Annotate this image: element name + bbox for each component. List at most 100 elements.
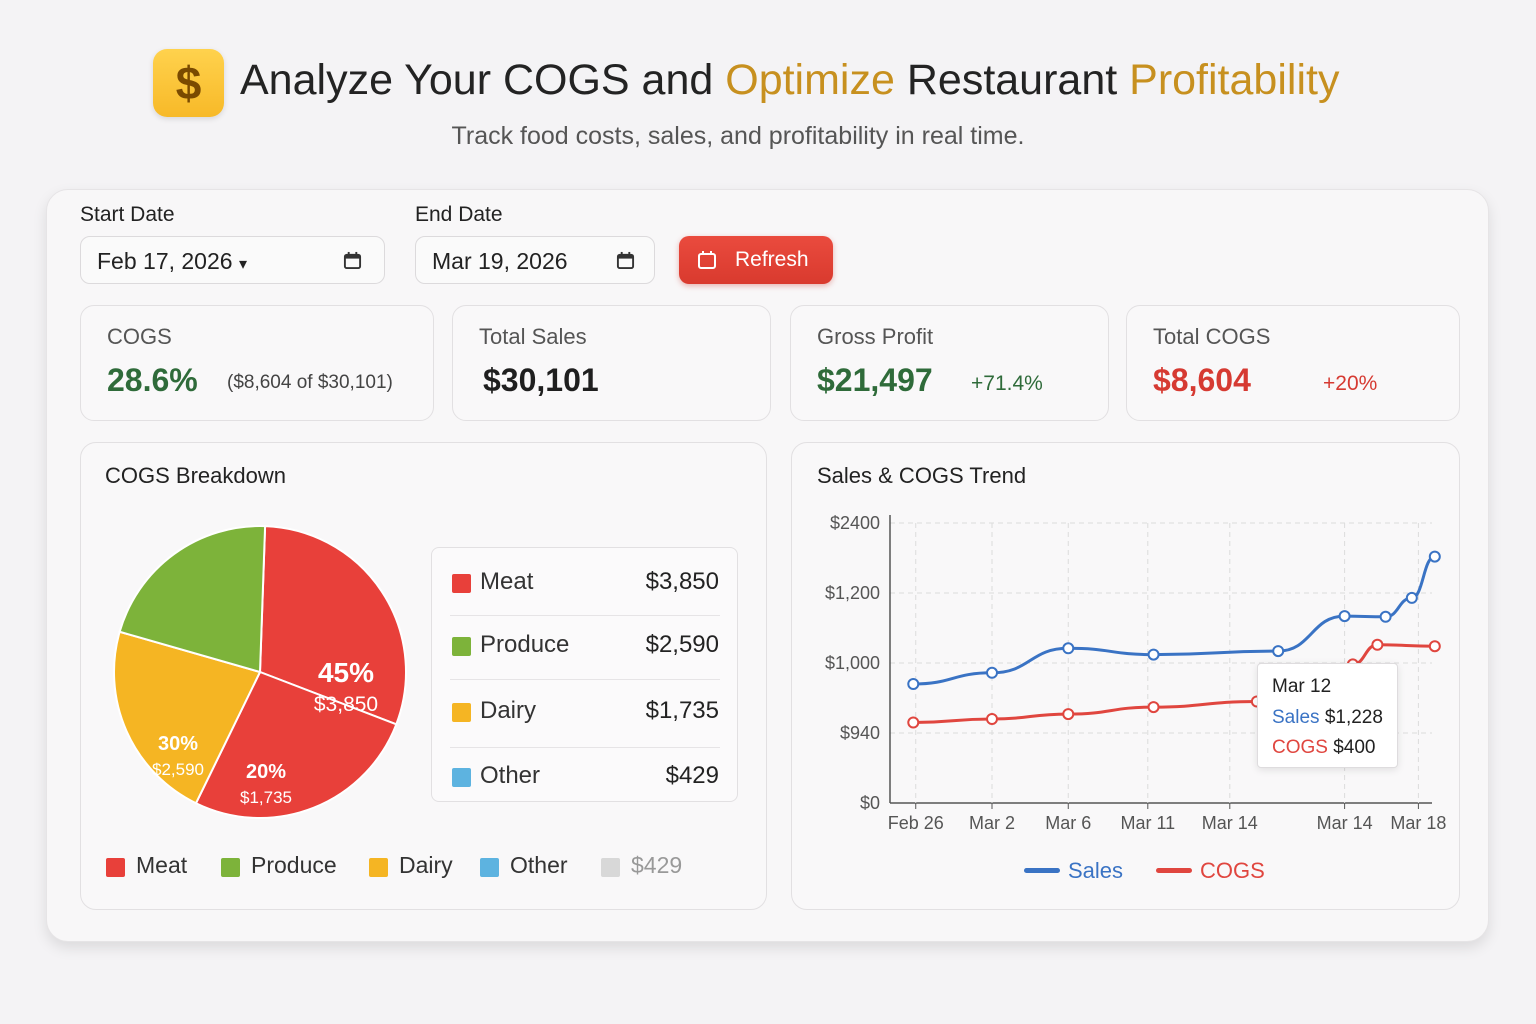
other-swatch xyxy=(480,858,499,877)
divider xyxy=(450,747,720,748)
kpi-label: Total Sales xyxy=(479,324,587,349)
slice-value-label: $2,590 xyxy=(152,760,204,779)
card-title: COGS Breakdown xyxy=(105,463,286,488)
cogs-swatch xyxy=(1156,868,1192,873)
page-title: Analyze Your COGS and Optimize Restauran… xyxy=(240,56,1340,104)
refresh-label: Refresh xyxy=(735,248,809,271)
data-point-sales[interactable] xyxy=(1428,550,1441,563)
meat-swatch xyxy=(106,858,125,877)
breakdown-legend-table: Meat $3,850 Produce $2,590 Dairy $1,735 … xyxy=(431,547,738,802)
x-tick-label: Mar 14 xyxy=(1202,813,1258,833)
card-title: Sales & COGS Trend xyxy=(817,463,1027,488)
legend-label: $429 xyxy=(631,852,683,878)
legend-row-meat: Meat $3,850 xyxy=(432,550,737,614)
kpi-label: Gross Profit xyxy=(817,324,934,349)
start-date-value: Feb 17, 2026 ▾ xyxy=(97,248,247,274)
dairy-swatch xyxy=(369,858,388,877)
legend-name: Meat xyxy=(480,568,534,595)
tooltip-date: Mar 12 xyxy=(1272,676,1332,697)
end-date-label: End Date xyxy=(415,203,503,226)
start-date-picker[interactable]: Feb 17, 2026 ▾ xyxy=(80,236,385,284)
kpi-detail: ($8,604 of $30,101) xyxy=(227,372,393,393)
chart-tooltip: Mar 12 Sales $1,228 COGS $400 xyxy=(1257,663,1398,768)
series-line-sales xyxy=(913,555,1436,686)
kpi-card-cogs: COGS 28.6% ($8,604 of $30,101) xyxy=(80,305,434,421)
data-point-cogs[interactable] xyxy=(1062,708,1075,721)
data-point-cogs[interactable] xyxy=(986,713,998,725)
y-tick-label: $0 xyxy=(860,793,880,813)
divider xyxy=(450,679,720,680)
end-date-value: Mar 19, 2026 xyxy=(432,248,568,274)
gray-swatch xyxy=(601,858,620,877)
legend-label: Meat xyxy=(136,852,188,878)
legend-row-produce: Produce $2,590 xyxy=(432,613,737,677)
legend-row-other: Other $429 xyxy=(432,744,737,808)
data-point-sales[interactable] xyxy=(986,666,998,679)
kpi-label: Total COGS xyxy=(1153,324,1271,349)
start-date-label: Start Date xyxy=(80,203,175,226)
kpi-value: $30,101 xyxy=(483,362,599,398)
kpi-change: +71.4% xyxy=(971,372,1043,395)
legend-name: Other xyxy=(480,762,541,789)
data-point-sales[interactable] xyxy=(1147,648,1160,661)
legend-row-dairy: Dairy $1,735 xyxy=(432,679,737,743)
page-subtitle: Track food costs, sales, and profitabili… xyxy=(451,122,1025,150)
legend-label: Dairy xyxy=(399,852,453,878)
pie-slice-meat[interactable] xyxy=(258,525,407,726)
x-tick-label: Mar 14 xyxy=(1317,813,1373,833)
chevron-down-icon: ▾ xyxy=(238,256,247,273)
slice-percent-label: 45% xyxy=(318,657,374,688)
x-tick-label: Mar 6 xyxy=(1045,813,1091,833)
legend-label: Produce xyxy=(251,852,337,878)
legend-amount: $2,590 xyxy=(645,631,719,658)
legend-amount: $3,850 xyxy=(645,568,719,595)
refresh-button[interactable]: Refresh xyxy=(679,236,833,284)
data-point-cogs[interactable] xyxy=(1428,640,1441,653)
data-point-cogs[interactable] xyxy=(1371,638,1384,651)
pie-slice-meat[interactable] xyxy=(194,670,398,819)
kpi-value: 28.6% xyxy=(107,362,198,398)
pie-slice-dairy[interactable] xyxy=(113,630,262,805)
meat-swatch xyxy=(452,574,471,593)
end-date-picker[interactable]: Mar 19, 2026 xyxy=(415,236,655,284)
kpi-card-gross-profit: Gross Profit $21,497 +71.4% xyxy=(790,305,1109,421)
sales-swatch xyxy=(1024,868,1060,873)
produce-swatch xyxy=(452,637,471,656)
x-tick-label: Mar 2 xyxy=(969,813,1015,833)
divider xyxy=(450,615,720,616)
pie-slice-produce[interactable] xyxy=(118,525,267,674)
data-point-sales[interactable] xyxy=(1062,642,1075,655)
y-tick-label: $1,000 xyxy=(825,653,880,673)
calendar-icon xyxy=(698,251,716,269)
y-tick-label: $2400 xyxy=(830,513,880,533)
calendar-icon[interactable] xyxy=(343,251,362,270)
data-point-cogs[interactable] xyxy=(907,716,920,729)
legend-amount: $429 xyxy=(665,762,719,789)
data-point-cogs[interactable] xyxy=(1147,701,1160,714)
data-point-sales[interactable] xyxy=(1379,610,1392,623)
slice-percent-label: 30% xyxy=(158,733,198,755)
other-swatch xyxy=(452,768,471,787)
dairy-swatch xyxy=(452,703,471,722)
y-tick-label: $1,200 xyxy=(825,583,880,603)
legend-label: Sales xyxy=(1068,858,1124,883)
calendar-icon[interactable] xyxy=(616,251,635,270)
data-point-sales[interactable] xyxy=(1405,591,1418,604)
slice-percent-label: 20% xyxy=(246,761,286,783)
kpi-card-total-cogs: Total COGS $8,604 +20% xyxy=(1126,305,1460,421)
kpi-value: $8,604 xyxy=(1153,362,1251,398)
slice-value-label: $3,850 xyxy=(314,693,378,716)
tooltip-cogs: COGS $400 xyxy=(1272,737,1376,758)
y-tick-label: $940 xyxy=(840,723,880,743)
x-tick-label: Feb 26 xyxy=(888,813,944,833)
x-tick-label: Mar 18 xyxy=(1390,813,1446,833)
kpi-change: +20% xyxy=(1323,372,1378,395)
kpi-value: $21,497 xyxy=(817,362,933,398)
legend-label: Other xyxy=(510,852,568,878)
series-line-cogs xyxy=(913,643,1435,724)
data-point-sales[interactable] xyxy=(1338,610,1351,623)
legend-name: Produce xyxy=(480,631,570,658)
data-point-sales[interactable] xyxy=(1272,645,1285,658)
data-point-sales[interactable] xyxy=(907,678,920,690)
legend-name: Dairy xyxy=(480,697,537,724)
